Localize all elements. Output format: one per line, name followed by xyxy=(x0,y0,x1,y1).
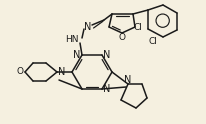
Text: O: O xyxy=(16,67,23,77)
Text: N: N xyxy=(124,75,131,85)
Text: N: N xyxy=(103,50,110,60)
Text: N: N xyxy=(84,22,91,32)
Text: HN: HN xyxy=(65,35,78,45)
Text: Cl: Cl xyxy=(148,36,157,46)
Text: O: O xyxy=(118,32,125,42)
Text: Cl: Cl xyxy=(133,22,142,31)
Text: N: N xyxy=(58,67,65,77)
Text: N: N xyxy=(73,50,80,60)
Text: N: N xyxy=(103,84,110,94)
